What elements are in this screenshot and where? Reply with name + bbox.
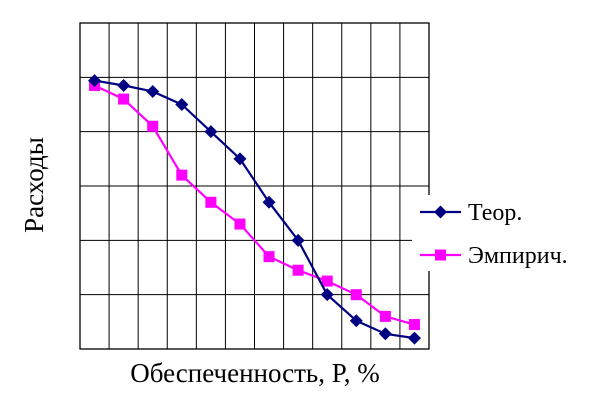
legend-entry: Эмпирич.	[420, 243, 568, 269]
data-point	[147, 120, 159, 132]
legend: Теор. Эмпирич.	[412, 195, 602, 271]
legend-entry: Теор.	[420, 200, 522, 226]
data-point	[408, 319, 420, 331]
data-point	[88, 74, 102, 88]
data-point	[176, 169, 188, 181]
data-point	[205, 196, 217, 208]
series-layer	[88, 74, 421, 345]
data-point	[350, 289, 362, 301]
data-point	[291, 233, 305, 247]
data-point	[204, 125, 218, 139]
data-point	[117, 78, 131, 92]
data-point	[263, 251, 275, 263]
data-point	[262, 195, 276, 209]
x-axis-label: Обеспеченность, P, %	[130, 358, 380, 388]
data-point	[349, 314, 363, 328]
series-1	[88, 74, 421, 345]
data-point	[175, 98, 189, 111]
legend-label: Теор.	[468, 200, 522, 226]
data-point	[379, 310, 391, 322]
data-point	[378, 327, 392, 341]
data-point	[321, 275, 333, 287]
data-point	[146, 84, 160, 98]
y-axis-label: Расходы	[19, 137, 49, 233]
legend-label: Эмпирич.	[468, 243, 568, 269]
data-point	[292, 264, 304, 276]
legend-diamond-marker	[434, 205, 447, 219]
data-point	[118, 93, 130, 105]
data-point	[234, 218, 246, 230]
chart-grid	[79, 22, 430, 350]
data-point	[407, 331, 421, 345]
data-point	[320, 288, 334, 302]
legend-square-marker	[435, 249, 446, 261]
data-point	[233, 152, 247, 166]
